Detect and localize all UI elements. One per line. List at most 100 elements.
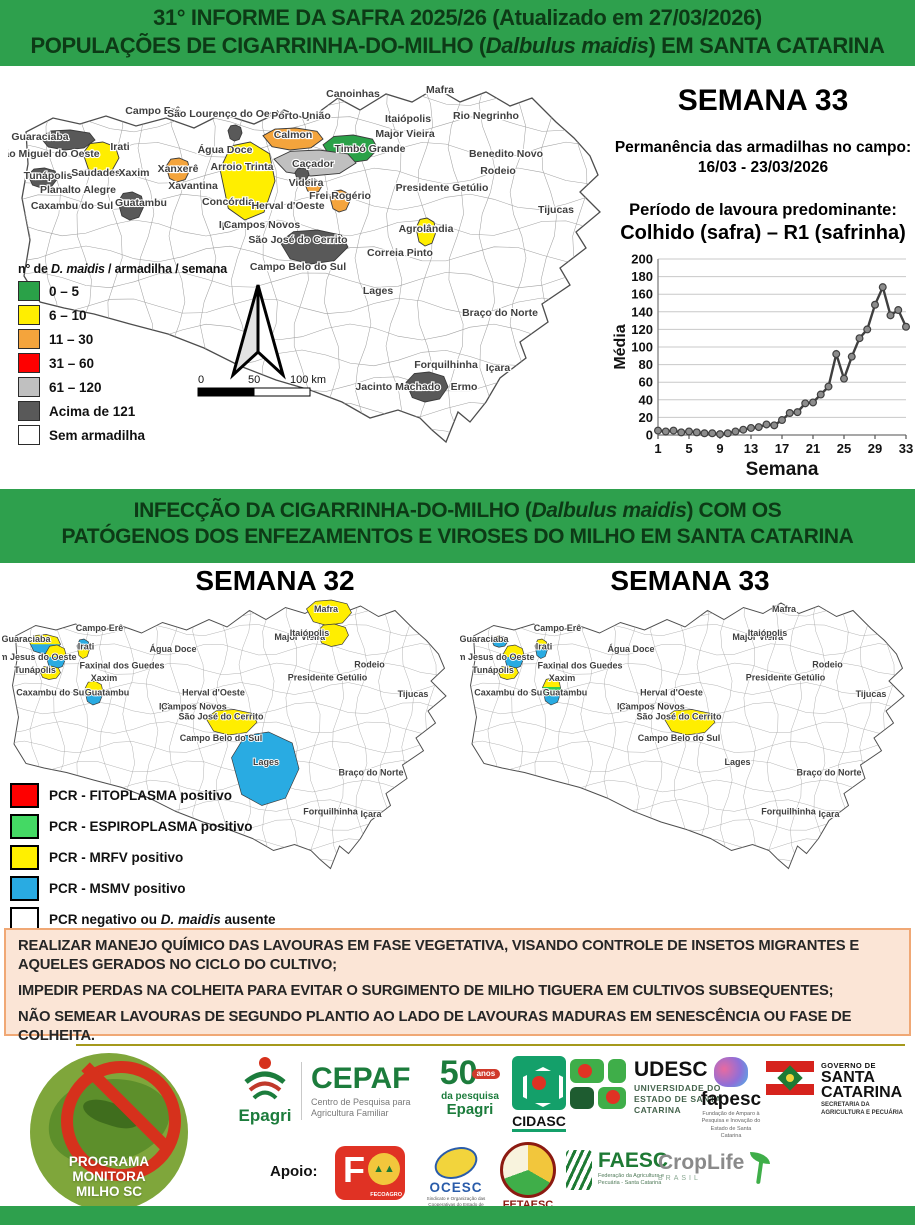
pcr-label: PCR negativo ou D. maidis ausente [49, 912, 276, 927]
pcr-legend-item: PCR - ESPIROPLASMA positivo [10, 814, 276, 839]
svg-text:5: 5 [685, 441, 692, 456]
municipality-patch-arroio-trinta-dark [295, 168, 309, 181]
logo-divider [301, 1062, 302, 1120]
municipality-label: São José do Cerrito [248, 234, 347, 246]
chart-point [847, 352, 856, 361]
bottom-green-bar [0, 1206, 915, 1225]
municipality-label: Xanxerê [158, 163, 199, 175]
trap-permanence-label: Permanência das armadilhas no campo: [614, 139, 912, 156]
svg-text:100: 100 [631, 340, 653, 355]
governo-text-block: GOVERNO DE SANTA CATARINA SECRETARIA DA … [821, 1061, 907, 1118]
municipality-label: Tunápolis [472, 665, 514, 675]
week-panel: SEMANA 33 Permanência das armadilhas no … [612, 76, 914, 484]
municipality-label: Jacinto Machado [355, 381, 440, 393]
svg-text:40: 40 [639, 392, 653, 407]
udesc-logo: UDESC UNIVERSIDADE DO ESTADO DE SANTA CA… [570, 1059, 722, 1116]
municipality-label: Ipira [617, 702, 637, 712]
cidasc-wordmark: CIDASC [512, 1113, 566, 1132]
municipality-patch-guatambu [542, 678, 562, 688]
weekly-average-line-chart: 0 20 40 60 80 100 120 140 160 180 200 1 5 9 13 17 21 25 29… [612, 252, 913, 481]
municipality-label: Lages [363, 285, 394, 297]
municipality-label: Ipira [219, 219, 241, 231]
fecoagro-logo: F ▲▲ FECOAGRO [335, 1146, 405, 1200]
governo-sc-logo: GOVERNO DE SANTA CATARINA SECRETARIA DA … [766, 1061, 907, 1118]
municipality-label: São José do Cerrito [636, 711, 722, 721]
municipality-label: São José do Cerrito [178, 711, 264, 721]
week33-title: SEMANA 33 [610, 565, 770, 596]
legend-label: Acima de 121 [49, 403, 136, 419]
municipality-patch-irati [535, 639, 548, 650]
municipality-label: Braço do Norte [796, 768, 861, 778]
municipality-patch-frei-rogerio [330, 190, 350, 212]
municipality-patch-guaraciaba [491, 636, 508, 643]
infection-header-line2: PATÓGENOS DOS ENFEZAMENTOS E VIROSES DO … [61, 525, 854, 549]
municipality-label: Caçador [292, 158, 334, 170]
municipality-patch-calmon [263, 128, 323, 150]
municipality-label: Tijucas [398, 689, 429, 699]
chart-point [715, 430, 724, 439]
municipality-label: Caxambu do Sul [31, 200, 113, 212]
municipality-label: Campos Novos [161, 702, 227, 712]
fapesc-logo: fapesc Fundação de Amparo à Pesquisa e I… [700, 1057, 762, 1141]
municipality-label: Campos Novos [224, 219, 301, 231]
municipality-label: Tijucas [538, 204, 574, 216]
santa-catarina-flag-icon [766, 1061, 814, 1095]
municipality-label: Forquilhinha [414, 359, 478, 371]
municipality-label: Guatambu [115, 197, 167, 209]
trap-legend-item: 11 – 30 [18, 329, 236, 349]
monitora-line1: PROGRAMA [68, 1153, 150, 1169]
trap-legend-items: 0 – 5 6 – 10 11 – 30 31 – 60 61 – 120 Acima d… [18, 281, 236, 445]
municipality-label: Faxinal dos Guedes [537, 660, 622, 670]
municipality-label: Campo Erê [534, 623, 582, 633]
municipality-patch-north-of-agua-doce [228, 125, 242, 141]
municipality-label: Braço do Norte [338, 768, 403, 778]
chart-point [669, 426, 678, 435]
fecoagro-emblem-icon: ▲▲ [368, 1153, 400, 1185]
infection-species-italic: Dalbulus maidis [531, 499, 687, 522]
main-header-band: 31° INFORME DA SAFRA 2025/26 (Atualizado… [0, 0, 915, 66]
catarina-text: CATARINA [821, 1084, 903, 1102]
monitora-milho-logo: PROGRAMA MONITORA MILHO SC [30, 1053, 188, 1211]
municipality-label: São Lourenço do Oeste [167, 108, 285, 120]
chart-line [657, 283, 908, 436]
infection-header-band: INFECÇÃO DA CIGARRINHA-DO-MILHO (Dalbulu… [0, 489, 915, 563]
chart-point [677, 428, 686, 437]
municipality-label: Mafra [426, 84, 454, 96]
udesc-text-block: UDESC UNIVERSIDADE DO ESTADO DE SANTA CA… [634, 1059, 722, 1116]
svg-text:17: 17 [775, 441, 789, 456]
recommendation-1: REALIZAR MANEJO QUÍMICO DAS LAVOURAS EM … [18, 938, 859, 973]
chart-point [801, 399, 810, 408]
municipality-label: Itaiópolis [748, 628, 788, 638]
faesc-logo: FAESC Federação da Agricultura e Pecuári… [566, 1150, 668, 1190]
cidasc-logo: CIDASC [510, 1056, 568, 1132]
governo-de-text: GOVERNO DE [821, 1061, 876, 1070]
infection-line1-pre: INFECÇÃO DA CIGARRINHA-DO-MILHO ( [133, 499, 532, 522]
sprout-icon [748, 1152, 772, 1186]
municipality-label: Guaraciaba [460, 634, 510, 644]
chart-point [731, 427, 740, 436]
municipality-label: Caxambu do Sul [474, 687, 545, 697]
municipality-label: Rodeio [812, 660, 843, 670]
chart-xlabel: Semana [746, 459, 819, 479]
cidasc-icon [512, 1056, 566, 1110]
municipality-label: Canoinhas [326, 88, 380, 100]
pcr-label: PCR - MSMV positivo [49, 881, 186, 896]
municipality-label: Forquilhinha [303, 807, 358, 817]
municipality-label: Campo Belo do Sul [638, 733, 721, 743]
recommendations-box: REALIZAR MANEJO QUÍMICO DAS LAVOURAS EM … [4, 928, 911, 1044]
municipality-label: Porto União [271, 110, 331, 122]
legend-label: 61 – 120 [49, 379, 102, 395]
municipality-patch-agrolandia [416, 218, 436, 246]
udesc-subtitle: UNIVERSIDADE DO ESTADO DE SANTA CATARINA [634, 1083, 722, 1116]
municipality-label: Rodeio [480, 165, 516, 177]
chart-point [778, 416, 787, 425]
svg-text:120: 120 [631, 322, 653, 337]
chart-point [855, 334, 864, 343]
cidasc-dot-icon [532, 1076, 546, 1090]
fecoagro-f-icon: F [343, 1149, 365, 1190]
legend-label: 11 – 30 [49, 331, 94, 347]
municipality-label: São Miguel do Oeste [8, 148, 100, 160]
udesc-icon [570, 1059, 626, 1111]
municipality-label: Itaiópolis [385, 113, 431, 125]
municipality-label: Água Doce [198, 143, 253, 156]
